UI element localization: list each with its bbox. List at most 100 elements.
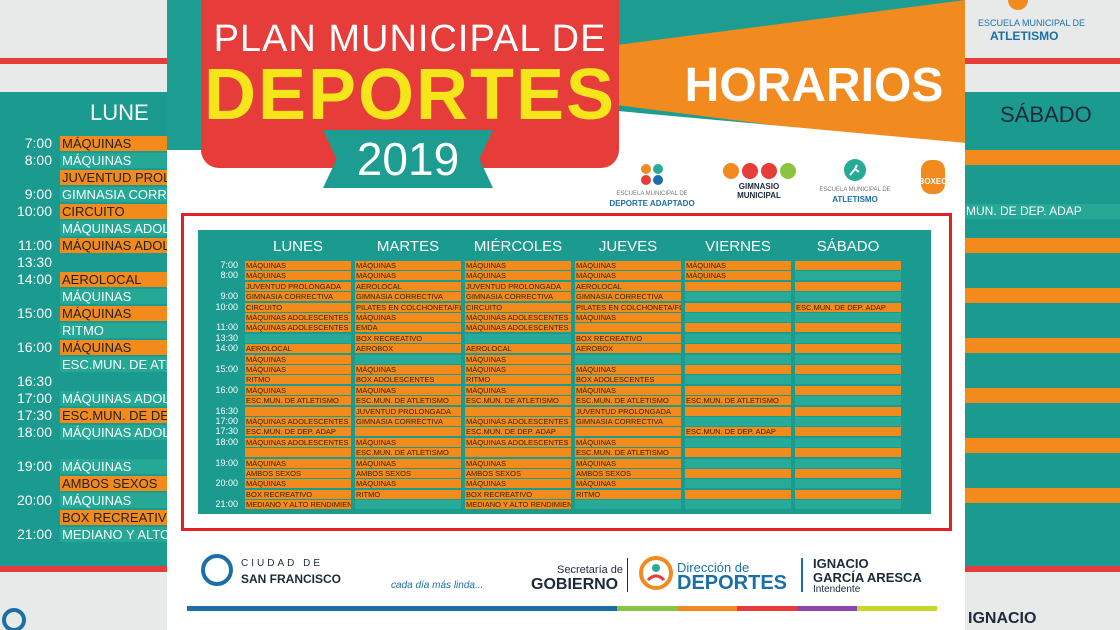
schedule-cell: AMBOS SEXOS — [245, 469, 351, 478]
background-right: ESCUELA MUNICIPAL DE ATLETISMO SÁBADO MU… — [962, 0, 1120, 630]
schedule-cell: ESC.MUN. DE ATLETISMO — [575, 396, 681, 406]
schedule-cell: AEROLOCAL — [355, 281, 461, 291]
poster: PLAN MUNICIPAL DE DEPORTES 2019 HORARIOS… — [167, 0, 965, 630]
schedule-cell — [685, 489, 791, 499]
schedule-cell — [685, 500, 791, 510]
time-label: 17:30 — [215, 426, 238, 437]
background-left-time: 11:00 — [18, 238, 52, 253]
intendente-name-2: GARCÍA ARESCA — [813, 570, 922, 585]
schedule-cell: MÁQUINAS — [465, 458, 571, 468]
schedule-cell: MÁQUINAS — [245, 479, 351, 489]
schedule-cell: ESC.MUN. DE DEP. ADAP — [245, 427, 351, 437]
schedule-cell: MÁQUINAS — [245, 458, 351, 468]
schedule-cell: AEROBOX — [575, 344, 681, 354]
footer: CIUDAD DE SAN FRANCISCO cada día más lin… — [187, 548, 947, 600]
background-left-activity: MÁQUINAS ADOLESC — [60, 221, 170, 236]
schedule-cell: JUVENTUD PROLONGADA — [245, 281, 351, 291]
secretaria-bottom: GOBIERNO — [531, 576, 619, 593]
schedule-cell — [795, 469, 901, 478]
schedule-cell: BOX ADOLESCENTES — [355, 375, 461, 385]
schedule-cell: GIMNASIA CORRECTIVA — [355, 292, 461, 302]
schedule-cell: MÁQUINAS ADOLESCENTES — [465, 417, 571, 426]
background-left-row: 21:00 MEDIANO Y ALTO REN — [0, 527, 170, 542]
schedule-highlight-frame — [181, 213, 952, 531]
background-left-row: 9:00 GIMNASIA CORRECTIV — [0, 187, 170, 202]
background-left-activity: GIMNASIA CORRECTIV — [60, 187, 170, 202]
day-header-5: SÁBADO — [816, 238, 880, 255]
schedule-cell — [795, 354, 901, 364]
time-label: 19:00 — [215, 457, 238, 468]
time-label: 15:00 — [215, 364, 238, 374]
city-slogan: cada día más linda... — [391, 580, 484, 591]
schedule-cell: MÁQUINAS — [575, 458, 681, 468]
schedule-cell: ESC.MUN. DE ATLETISMO — [355, 396, 461, 406]
time-label: 13:30 — [215, 332, 238, 343]
schedule-cell: ESC.MUN. DE ATLETISMO — [465, 396, 571, 406]
schedule-cell: AMBOS SEXOS — [575, 469, 681, 478]
time-label: 16:00 — [215, 384, 238, 395]
title-line-2: DEPORTES — [203, 55, 617, 135]
background-left-row: 10:00 CIRCUITO — [0, 204, 170, 219]
schedule-cell — [465, 448, 571, 458]
schedule-cell — [575, 427, 681, 437]
schedule-cell: MÁQUINAS — [355, 458, 461, 468]
schedule-cell: GIMNASIA CORRECTIVA — [465, 292, 571, 302]
schedule-cell: BOX RECREATIVO — [245, 489, 351, 499]
athletics-logo-icon — [1008, 0, 1028, 10]
background-left-row: 17:00 MÁQUINAS ADOLESCE — [0, 391, 170, 406]
schedule-cell — [795, 313, 901, 322]
schedule-cell: MEDIANO Y ALTO RENDIMIENTO — [465, 500, 571, 510]
background-left-activity: MÁQUINAS — [60, 493, 170, 508]
schedule-cell: ESC.MUN. DE ATLETISMO — [575, 448, 681, 458]
schedule-cell — [795, 437, 901, 447]
direccion-top: Dirección de — [677, 560, 750, 575]
schedule-cell — [795, 458, 901, 468]
schedule-cell — [795, 323, 901, 333]
schedule-cell: ESC.MUN. DE DEP. ADAP — [465, 427, 571, 437]
background-left-time: 7:00 — [24, 136, 52, 151]
schedule-cell: MEDIANO Y ALTO RENDIMIENTO — [245, 500, 351, 510]
background-left-activity: RITMO — [60, 323, 170, 338]
boxing-glove-icon: BOXEO — [919, 160, 947, 194]
schedule-cell — [685, 469, 791, 478]
schedule-cell — [795, 489, 901, 499]
schedule-cell: MÁQUINAS — [575, 261, 681, 270]
schedule-cell — [685, 365, 791, 374]
schedule-cell: MÁQUINAS ADOLESCENTES — [245, 437, 351, 447]
schedule-cell — [795, 396, 901, 406]
background-left-time: 20:00 — [16, 493, 52, 508]
schedule-cell — [685, 323, 791, 333]
time-label: 18:00 — [215, 436, 238, 447]
schedule-cell — [575, 354, 681, 364]
city-logo-icon — [2, 608, 26, 630]
schedule-cell: RITMO — [355, 489, 461, 499]
schedule-cell — [685, 375, 791, 385]
schedule-cell — [245, 333, 351, 343]
day-header-0: LUNES — [272, 238, 324, 255]
schedule-cell — [685, 448, 791, 458]
schedule-cell: GIMNASIA CORRECTIVA — [575, 292, 681, 302]
schedule-cell — [795, 406, 901, 416]
schedule-cell: ESC.MUN. DE DEP. ADAP — [795, 302, 901, 312]
schedule-cell: MÁQUINAS — [465, 365, 571, 374]
schedule-cell: MÁQUINAS ADOLESCENTES — [245, 313, 351, 322]
background-right-board: SÁBADO MUN. DE DEP. ADAP — [962, 92, 1120, 570]
logo-atletismo: ESCUELA MUNICIPAL DE ATLETISMO — [815, 158, 895, 204]
background-left-activity: ESC.MUN. DE DEP. ADA — [60, 408, 170, 423]
logo-boxeo: BOXEO — [915, 158, 951, 198]
time-label: 17:00 — [215, 416, 238, 426]
schedule-cell: AEROLOCAL — [575, 281, 681, 291]
background-left-time: 15:00 — [16, 306, 52, 321]
background-left-time: 19:00 — [16, 459, 52, 474]
background-left-row — [0, 442, 170, 457]
schedule-cell: GIMNASIA CORRECTIVA — [575, 417, 681, 426]
schedule-cell: ESC.MUN. DE ATLETISMO — [355, 448, 461, 458]
schedule-cell — [795, 365, 901, 374]
background-left-time: 9:00 — [24, 187, 52, 202]
time-label: 7:00 — [220, 260, 238, 270]
time-label: 21:00 — [215, 499, 238, 510]
schedule-cell: MÁQUINAS — [575, 385, 681, 395]
schedule-cell — [685, 417, 791, 426]
schedule-cell: AMBOS SEXOS — [465, 469, 571, 478]
background-left-time: 17:30 — [16, 408, 52, 423]
